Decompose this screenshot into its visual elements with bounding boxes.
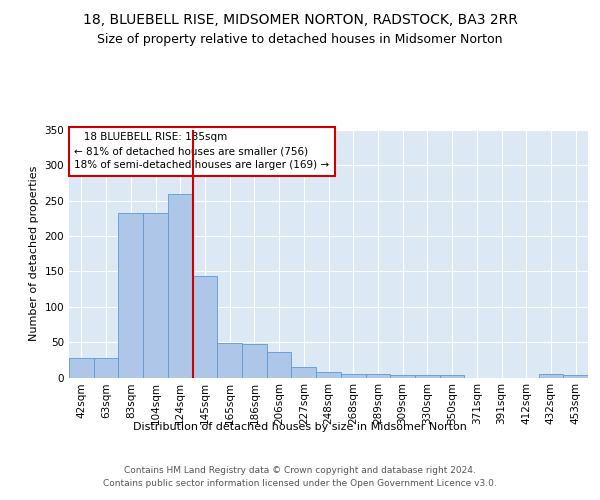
Bar — [242, 344, 267, 378]
Y-axis label: Number of detached properties: Number of detached properties — [29, 166, 39, 342]
Bar — [390, 374, 415, 378]
Text: Size of property relative to detached houses in Midsomer Norton: Size of property relative to detached ho… — [97, 32, 503, 46]
Bar — [316, 372, 341, 378]
Bar — [440, 376, 464, 378]
Text: Distribution of detached houses by size in Midsomer Norton: Distribution of detached houses by size … — [133, 422, 467, 432]
Bar — [292, 367, 316, 378]
Text: 18 BLUEBELL RISE: 135sqm
← 81% of detached houses are smaller (756)
18% of semi-: 18 BLUEBELL RISE: 135sqm ← 81% of detach… — [74, 132, 329, 170]
Bar — [168, 194, 193, 378]
Bar — [193, 276, 217, 378]
Bar — [118, 214, 143, 378]
Text: 18, BLUEBELL RISE, MIDSOMER NORTON, RADSTOCK, BA3 2RR: 18, BLUEBELL RISE, MIDSOMER NORTON, RADS… — [83, 12, 517, 26]
Bar — [563, 374, 588, 378]
Bar — [217, 343, 242, 378]
Bar — [143, 214, 168, 378]
Bar — [94, 358, 118, 378]
Text: Contains public sector information licensed under the Open Government Licence v3: Contains public sector information licen… — [103, 479, 497, 488]
Bar — [365, 374, 390, 378]
Bar — [415, 374, 440, 378]
Bar — [341, 374, 365, 378]
Text: Contains HM Land Registry data © Crown copyright and database right 2024.: Contains HM Land Registry data © Crown c… — [124, 466, 476, 475]
Bar — [539, 374, 563, 378]
Bar — [267, 352, 292, 378]
Bar — [69, 358, 94, 378]
